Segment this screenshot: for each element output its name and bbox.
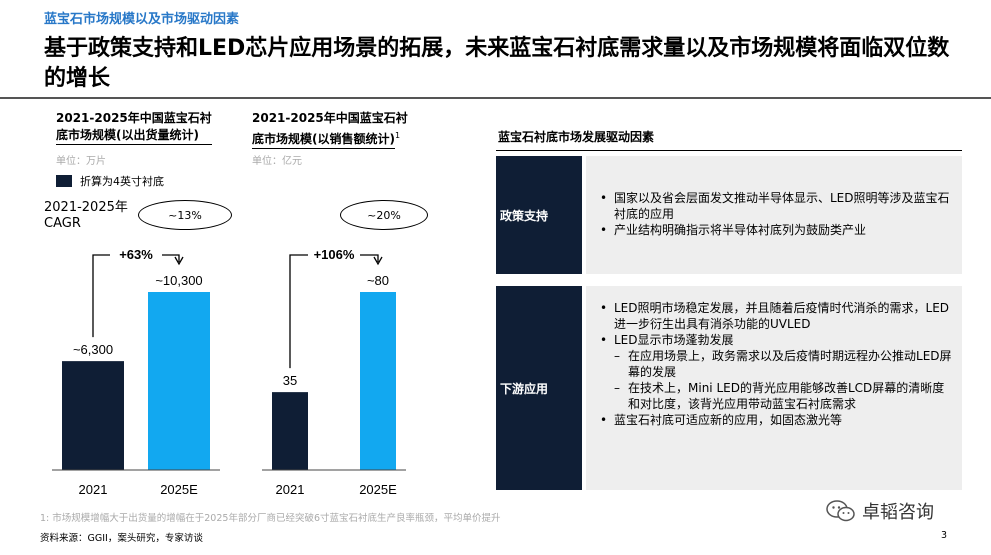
chart2-growth-label: +106% <box>314 247 355 262</box>
chart2-title-line1: 2021-2025年中国蓝宝石衬 <box>252 111 408 125</box>
chart1-bar-2025E <box>148 292 210 470</box>
cagr-label-text: 2021-2025年 CAGR <box>44 200 128 231</box>
chart2-growth-label-bg <box>308 246 360 262</box>
policy-item-2: 产业结构明确指示将半导体衬底列为鼓励类产业 <box>600 222 952 238</box>
title-divider <box>0 97 991 99</box>
chart2-cagr-oval: ~20% <box>340 200 428 230</box>
chart2-value-label-2025E: ~80 <box>367 273 389 288</box>
chart1-unit: 单位：万片 <box>56 156 106 167</box>
downstream-label: 下游应用 <box>496 286 582 490</box>
chart1-value-label-2021: ~6,300 <box>73 342 113 357</box>
page-title: 基于政策支持和LED芯片应用场景的拓展，未来蓝宝石衬底需求量以及市场规模将面临双… <box>44 36 950 91</box>
downstream-sub-2: 在技术上，Mini LED的背光应用能够改善LCD屏幕的清晰度和对比度，该背光应… <box>600 380 952 412</box>
legend-swatch <box>56 175 72 187</box>
bar-charts: ~6,300 2021 ~10,300 2025E +63% 35 2021 ~80 2025E… <box>52 246 406 497</box>
chart2-footnote-mark: 1 <box>394 131 401 140</box>
chart2-title-line2: 底市场规模(以销售额统计) <box>252 131 395 149</box>
chart1-title: 2021-2025年中国蓝宝石衬 底市场规模(以出货量统计) <box>56 110 212 145</box>
chart1-bar-2021 <box>62 361 124 470</box>
chart1-growth-arrowhead <box>174 256 184 266</box>
policy-label: 政策支持 <box>496 156 582 274</box>
chart2-title: 2021-2025年中国蓝宝石衬 底市场规模(以销售额统计)1 <box>252 110 408 149</box>
chart2-category-label-2025E: 2025E <box>359 482 397 497</box>
chart1-growth-label-bg <box>110 246 162 262</box>
chart2-growth-arrowhead <box>373 256 383 266</box>
chart1-category-label-2021: 2021 <box>79 482 108 497</box>
chart1-legend: 折算为4英寸衬底 <box>56 173 164 189</box>
footnote: 1: 市场规模增幅大于出货量的增幅在于2025年部分厂商已经突破6寸蓝宝石衬底生… <box>40 513 501 524</box>
chart1-value-label-2025E: ~10,300 <box>155 273 202 288</box>
chart2-bar-2025E <box>360 292 396 470</box>
brand-name: 卓韬咨询 <box>862 502 934 523</box>
policy-item-1: 国家以及省会层面发文推动半导体显示、LED照明等涉及蓝宝石衬底的应用 <box>600 190 952 222</box>
chart1-growth-label: +63% <box>119 247 153 262</box>
legend-label: 折算为4英寸衬底 <box>80 175 164 188</box>
page-number: 3 <box>940 530 947 541</box>
chart1-cagr-oval: ~13% <box>138 200 232 230</box>
section-tag: 蓝宝石市场规模以及市场驱动因素 <box>44 12 240 27</box>
chart2-bar-2021 <box>272 392 308 470</box>
cagr-label: 2021-2025年 CAGR <box>44 200 128 232</box>
chart1-title-line1: 2021-2025年中国蓝宝石衬 <box>56 111 212 125</box>
brand-watermark: 卓韬咨询 <box>826 498 934 524</box>
downstream-item-1: LED照明市场稳定发展，并且随着后疫情时代消杀的需求，LED进一步衍生出具有消杀… <box>600 300 952 332</box>
downstream-sub-1: 在应用场景上，政务需求以及后疫情时期远程办公推动LED屏幕的发展 <box>600 348 952 380</box>
downstream-item-3: 蓝宝石衬底可适应新的应用，如固态激光等 <box>600 412 952 428</box>
chart1-title-line2: 底市场规模(以出货量统计) <box>56 127 212 145</box>
drivers-divider <box>496 150 962 151</box>
chart2-category-label-2021: 2021 <box>276 482 305 497</box>
policy-box: 国家以及省会层面发文推动半导体显示、LED照明等涉及蓝宝石衬底的应用 产业结构明… <box>586 156 962 274</box>
downstream-box: LED照明市场稳定发展，并且随着后疫情时代消杀的需求，LED进一步衍生出具有消杀… <box>586 286 962 490</box>
source: 资料来源：GGII，案头研究，专家访谈 <box>40 533 203 544</box>
chart2-value-label-2021: 35 <box>283 373 297 388</box>
chart2-unit: 单位：亿元 <box>252 156 302 167</box>
wechat-icon <box>826 500 855 522</box>
downstream-item-2: LED显示市场蓬勃发展 <box>600 332 952 348</box>
drivers-title: 蓝宝石衬底市场发展驱动因素 <box>498 130 655 144</box>
chart1-category-label-2025E: 2025E <box>160 482 198 497</box>
